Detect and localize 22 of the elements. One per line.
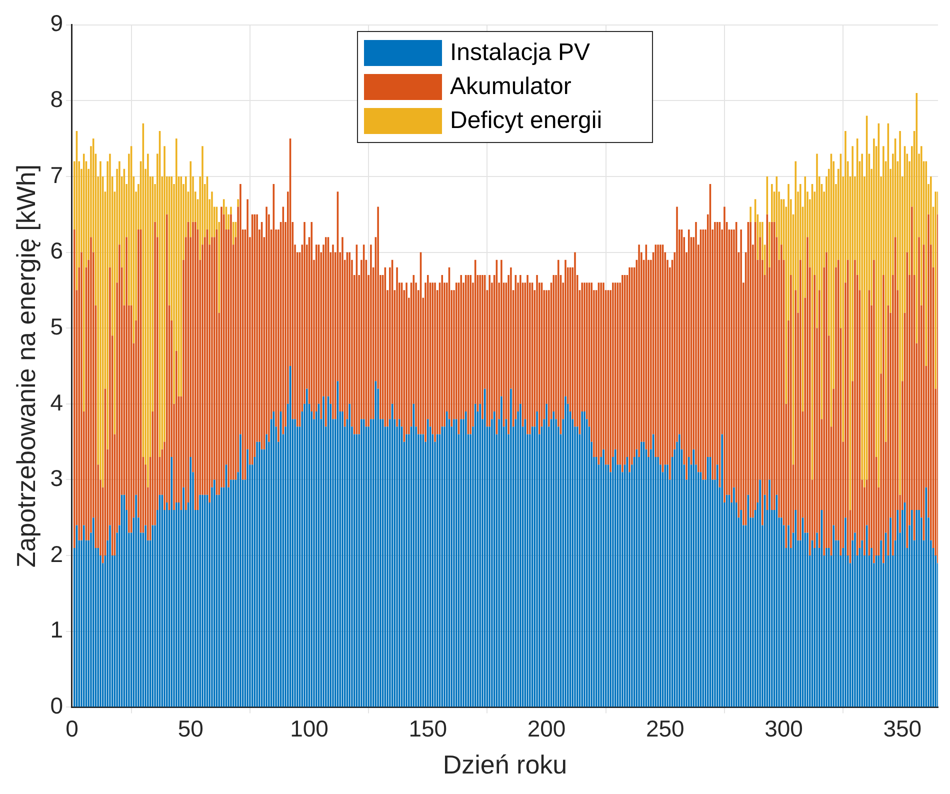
- legend-label: Deficyt energii: [450, 106, 602, 135]
- y-tick-label: 6: [50, 238, 63, 264]
- x-tick-label: 100: [290, 715, 328, 742]
- y-tick-label: 3: [50, 465, 63, 492]
- x-tick-label: 150: [408, 715, 448, 742]
- legend-label: Instalacja PV: [450, 38, 590, 67]
- y-tick-label: 7: [50, 162, 63, 188]
- y-tick-label: 0: [50, 692, 63, 719]
- y-tick-label: 8: [50, 86, 63, 112]
- y-tick-label: 5: [50, 313, 63, 340]
- y-tick-label: 2: [50, 540, 63, 567]
- x-tick-label: 50: [178, 715, 204, 742]
- y-tick-label: 4: [50, 389, 64, 416]
- y-axis-title: Zapotrzebowanie na energię [kWh]: [10, 164, 41, 568]
- x-tick-label: 250: [646, 715, 684, 742]
- y-tick-label: 9: [50, 10, 63, 36]
- x-axis-title: Dzień roku: [442, 750, 568, 780]
- x-tick-label: 350: [883, 715, 922, 742]
- x-tick-label: 300: [764, 715, 803, 742]
- y-tick-label: 1: [50, 616, 63, 643]
- x-tick-label: 200: [527, 715, 566, 742]
- legend-label: Akumulator: [450, 72, 572, 101]
